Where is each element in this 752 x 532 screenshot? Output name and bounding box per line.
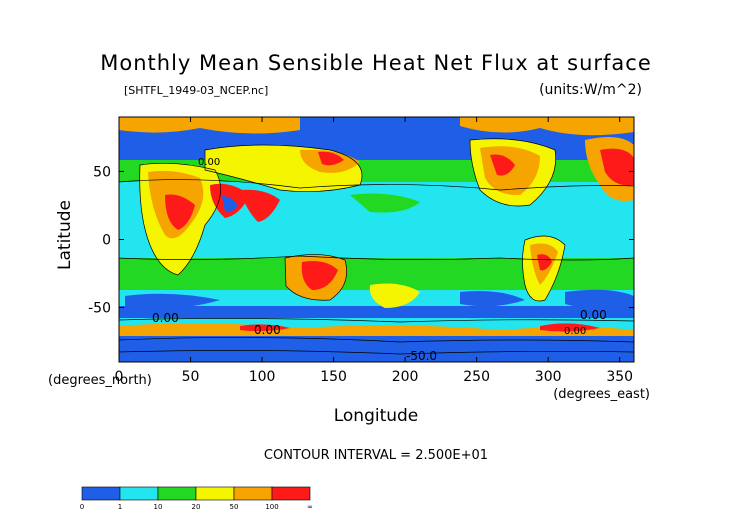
x-tick-label: 0 (115, 369, 124, 385)
southern-ocean-strip (119, 306, 634, 318)
contour-label: -50.0 (406, 349, 437, 363)
axes: 0 50 100 150 200 250 300 350 -50 0 50 (88, 117, 634, 385)
north-pacific-green (350, 193, 420, 213)
colorbar-swatch (157, 486, 197, 501)
x-tick-label: 100 (249, 369, 276, 385)
antarctic-blue-band (119, 332, 634, 362)
southern-blob-1 (125, 293, 220, 309)
southern-blob-2 (460, 291, 525, 307)
north-america-red (490, 154, 515, 176)
chart-units: (units:W/m^2) (539, 82, 642, 98)
colorbar-level-label: 1 (118, 503, 122, 511)
y-unit-note: (degrees_north) (48, 373, 152, 388)
chart-subtitle: [SHTFL_1949-03_NCEP.nc] (124, 84, 268, 97)
colorbar-swatch (271, 486, 311, 501)
contour-lines (119, 138, 634, 355)
x-tick-label: 150 (320, 369, 347, 385)
colorbar: 0 1 10 20 50 100 ∞ (80, 486, 313, 511)
colorbar-swatch (81, 486, 121, 501)
india-red (240, 189, 280, 222)
heatmap-field (119, 117, 634, 362)
colorbar-swatch (119, 486, 159, 501)
eurasia-red (318, 151, 344, 166)
contour-label: 0.00 (564, 326, 586, 337)
colorbar-level-label: 100 (265, 503, 278, 511)
arabian-sea-blue (222, 196, 238, 213)
x-tick-label: 350 (606, 369, 633, 385)
x-unit-note: (degrees_east) (553, 387, 650, 402)
y-tick-label: 0 (102, 233, 111, 249)
y-tick-label: -50 (88, 301, 111, 317)
contour-label: 0.00 (580, 308, 607, 322)
arctic-land-west (119, 117, 300, 134)
south-america-red (537, 254, 552, 271)
chart-title: Monthly Mean Sensible Heat Net Flux at s… (100, 51, 652, 75)
antarctic-red-2 (540, 323, 600, 332)
colorbar-level-label: 50 (230, 503, 239, 511)
x-tick-label: 250 (463, 369, 490, 385)
x-tick-label: 300 (535, 369, 562, 385)
australia-red (301, 261, 338, 290)
x-tick-label: 200 (392, 369, 419, 385)
colorbar-swatch (195, 486, 235, 501)
southern-blob-3 (565, 289, 634, 312)
antarctic-red-1 (240, 324, 290, 332)
colorbar-level-label: 10 (154, 503, 163, 511)
arctic-land-east (460, 117, 634, 136)
colorbar-swatch (233, 486, 273, 501)
colorbar-level-label: 0 (80, 503, 84, 511)
contour-label: 0.00 (152, 311, 179, 325)
greenland-red (600, 148, 634, 186)
contour-interval: CONTOUR INTERVAL = 2.500E+01 (264, 448, 488, 463)
y-axis-label: Latitude (55, 200, 75, 270)
africa-red (165, 194, 195, 230)
colorbar-level-label: 20 (192, 503, 201, 511)
x-axis-label: Longitude (334, 406, 419, 426)
contour-label: 0.00 (198, 157, 220, 168)
contour-label: 0.00 (254, 323, 281, 337)
south-pacific-yellow (369, 283, 420, 308)
colorbar-level-label: ∞ (307, 503, 313, 511)
y-tick-label: 50 (93, 164, 111, 180)
x-tick-label: 50 (182, 369, 200, 385)
